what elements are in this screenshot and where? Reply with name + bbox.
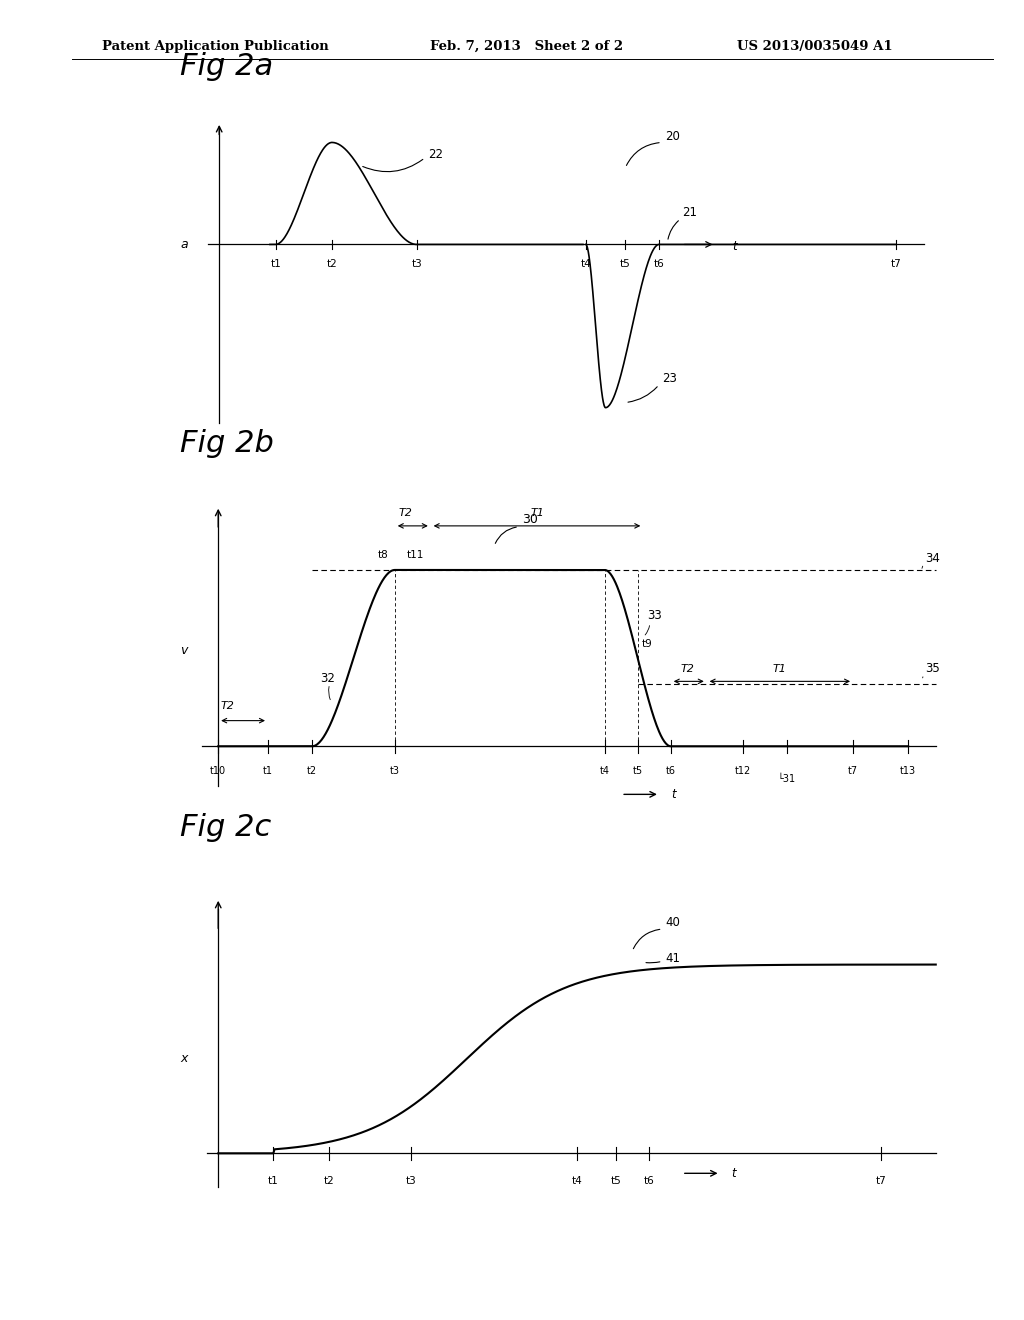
- Text: 30: 30: [522, 513, 538, 527]
- Text: t: t: [731, 1167, 736, 1180]
- Text: Fig 2b: Fig 2b: [179, 429, 273, 458]
- Text: x: x: [180, 1052, 187, 1065]
- Text: t11: t11: [407, 550, 424, 560]
- Text: t4: t4: [571, 1176, 583, 1185]
- Text: Fig 2a: Fig 2a: [180, 53, 273, 82]
- Text: └31: └31: [777, 775, 796, 784]
- Text: 33: 33: [647, 610, 663, 622]
- Text: 40: 40: [666, 916, 680, 929]
- Text: 35: 35: [925, 661, 939, 675]
- Text: t2: t2: [324, 1176, 334, 1185]
- Text: t5: t5: [633, 767, 643, 776]
- Text: t: t: [671, 788, 676, 801]
- Text: t7: t7: [848, 767, 858, 776]
- Text: t7: t7: [876, 1176, 886, 1185]
- Text: v: v: [180, 644, 187, 656]
- Text: T1: T1: [773, 664, 786, 673]
- Text: t9: t9: [642, 639, 653, 649]
- Text: t10: t10: [210, 767, 226, 776]
- Text: t13: t13: [900, 767, 916, 776]
- Text: 34: 34: [925, 552, 940, 565]
- Text: 32: 32: [321, 672, 335, 685]
- Text: 41: 41: [666, 952, 680, 965]
- Text: t2: t2: [327, 259, 337, 269]
- Text: t3: t3: [412, 259, 422, 269]
- Text: t1: t1: [270, 259, 281, 269]
- Text: t5: t5: [610, 1176, 621, 1185]
- Text: t2: t2: [307, 767, 317, 776]
- Text: 22: 22: [428, 148, 442, 161]
- Text: Fig 2c: Fig 2c: [179, 813, 271, 842]
- Text: t8: t8: [378, 550, 388, 560]
- Text: t3: t3: [407, 1176, 417, 1185]
- Text: t5: t5: [620, 259, 631, 269]
- Text: t3: t3: [390, 767, 399, 776]
- Text: T2: T2: [221, 701, 234, 711]
- Text: t4: t4: [581, 259, 591, 269]
- Text: Patent Application Publication: Patent Application Publication: [102, 40, 329, 53]
- Text: t7: t7: [891, 259, 901, 269]
- Text: t6: t6: [653, 259, 665, 269]
- Text: t4: t4: [600, 767, 609, 776]
- Text: t12: t12: [734, 767, 751, 776]
- Text: Feb. 7, 2013   Sheet 2 of 2: Feb. 7, 2013 Sheet 2 of 2: [430, 40, 624, 53]
- Text: 23: 23: [662, 372, 677, 385]
- Text: T1: T1: [530, 508, 544, 519]
- Text: T2: T2: [399, 508, 413, 519]
- Text: t1: t1: [268, 1176, 279, 1185]
- Text: a: a: [180, 238, 188, 251]
- Text: 21: 21: [682, 206, 696, 219]
- Text: 20: 20: [665, 129, 680, 143]
- Text: US 2013/0035049 A1: US 2013/0035049 A1: [737, 40, 893, 53]
- Text: t1: t1: [263, 767, 273, 776]
- Text: t6: t6: [666, 767, 676, 776]
- Text: t: t: [732, 240, 737, 253]
- Text: t6: t6: [643, 1176, 654, 1185]
- Text: T2: T2: [681, 664, 694, 673]
